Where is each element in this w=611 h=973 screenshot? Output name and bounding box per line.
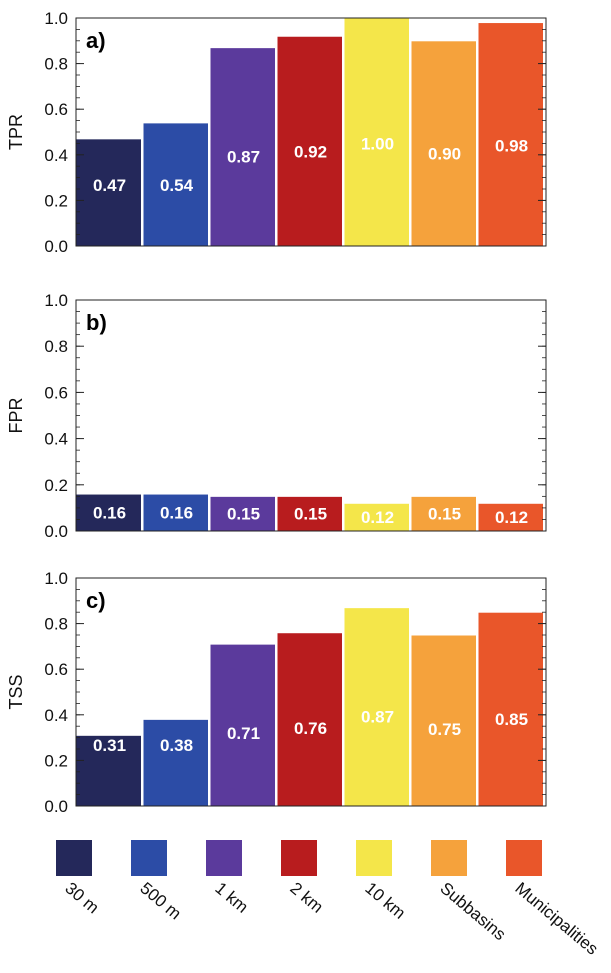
y-axis-label: FPR — [6, 397, 26, 433]
panel-label: a) — [86, 28, 106, 53]
y-tick-label: 0.8 — [44, 615, 68, 634]
legend-swatch — [131, 840, 167, 876]
y-tick-label: 0.2 — [44, 476, 68, 495]
legend-label: Municipalities — [511, 879, 601, 959]
data-label: 0.75 — [428, 720, 461, 739]
data-label: 0.71 — [227, 724, 260, 743]
y-tick-label: 1.0 — [44, 291, 68, 310]
y-tick-label: 0.4 — [44, 430, 68, 449]
data-label: 0.76 — [294, 719, 327, 738]
legend-swatch — [206, 840, 242, 876]
data-label: 0.15 — [428, 505, 461, 524]
y-tick-label: 1.0 — [44, 9, 68, 28]
data-label: 0.38 — [160, 736, 193, 755]
bar — [343, 502, 410, 532]
bar — [142, 122, 209, 247]
legend-label: 30 m — [61, 879, 102, 918]
data-label: 0.16 — [160, 504, 193, 523]
bar — [477, 502, 544, 532]
legend-swatch — [356, 840, 392, 876]
y-axis-label: TPR — [6, 114, 26, 150]
bar — [477, 611, 544, 807]
legend-swatch — [56, 840, 92, 876]
bar — [209, 47, 276, 247]
data-label: 0.47 — [93, 176, 126, 195]
data-label: 0.87 — [227, 148, 260, 167]
panel-3: 0.0 0.2 0.4 0.6 0.8 1.0 TSS c) 0.31 0.38 0.71 0.76 0… — [6, 569, 547, 816]
y-tick-label: 1.0 — [44, 569, 68, 588]
data-label: 0.85 — [495, 710, 528, 729]
data-label: 0.92 — [294, 143, 327, 162]
legend-swatch — [431, 840, 467, 876]
panel-1: 0.0 0.2 0.4 0.6 0.8 1.0 TPR a) 0.47 0.54 0.87 0.92 1… — [6, 9, 547, 256]
legend: 30 m 500 m 1 km 2 km 10 km Subbasins Municipal… — [56, 840, 602, 959]
legend-label: 1 km — [211, 879, 251, 917]
panel-label: b) — [86, 310, 107, 335]
data-label: 0.12 — [361, 508, 394, 527]
bar — [142, 718, 209, 807]
data-label: 0.87 — [361, 708, 394, 727]
bar — [209, 495, 276, 532]
data-label: 0.31 — [93, 736, 126, 755]
y-axis-label: TSS — [6, 674, 26, 709]
y-tick-label: 0.2 — [44, 751, 68, 770]
bar — [209, 643, 276, 807]
y-tick-label: 0.6 — [44, 100, 68, 119]
data-label: 0.15 — [227, 505, 260, 524]
legend-label: 500 m — [136, 879, 184, 924]
legend-swatch — [506, 840, 542, 876]
panel-label: c) — [86, 588, 106, 613]
data-label: 0.90 — [428, 145, 461, 164]
y-tick-label: 0.4 — [44, 706, 68, 725]
legend-swatch — [281, 840, 317, 876]
bar — [477, 22, 544, 247]
y-tick-label: 0.0 — [44, 797, 68, 816]
y-tick-label: 0.0 — [44, 522, 68, 541]
panel-2: 0.0 0.2 0.4 0.6 0.8 1.0 FPR b) 0.16 0.16 0.15 0.15 0… — [6, 291, 547, 541]
y-tick-label: 0.8 — [44, 55, 68, 74]
bar — [276, 35, 343, 247]
bar — [410, 40, 477, 247]
legend-label: 10 km — [361, 879, 409, 923]
y-tick-label: 0.6 — [44, 383, 68, 402]
data-label: 0.54 — [160, 176, 194, 195]
data-label: 0.15 — [294, 505, 327, 524]
y-tick-label: 0.8 — [44, 337, 68, 356]
bar — [75, 138, 142, 247]
y-tick-label: 0.6 — [44, 660, 68, 679]
y-tick-label: 0.2 — [44, 191, 68, 210]
bar — [343, 17, 410, 247]
data-label: 0.16 — [93, 504, 126, 523]
bar — [276, 632, 343, 807]
legend-label: Subbasins — [436, 879, 509, 945]
data-label: 1.00 — [361, 134, 394, 153]
legend-label: 2 km — [286, 879, 326, 917]
data-label: 0.98 — [495, 136, 528, 155]
bar — [410, 495, 477, 532]
bar — [343, 607, 410, 807]
y-tick-label: 0.4 — [44, 146, 68, 165]
y-tick-label: 0.0 — [44, 237, 68, 256]
bar — [276, 495, 343, 532]
data-label: 0.12 — [495, 508, 528, 527]
